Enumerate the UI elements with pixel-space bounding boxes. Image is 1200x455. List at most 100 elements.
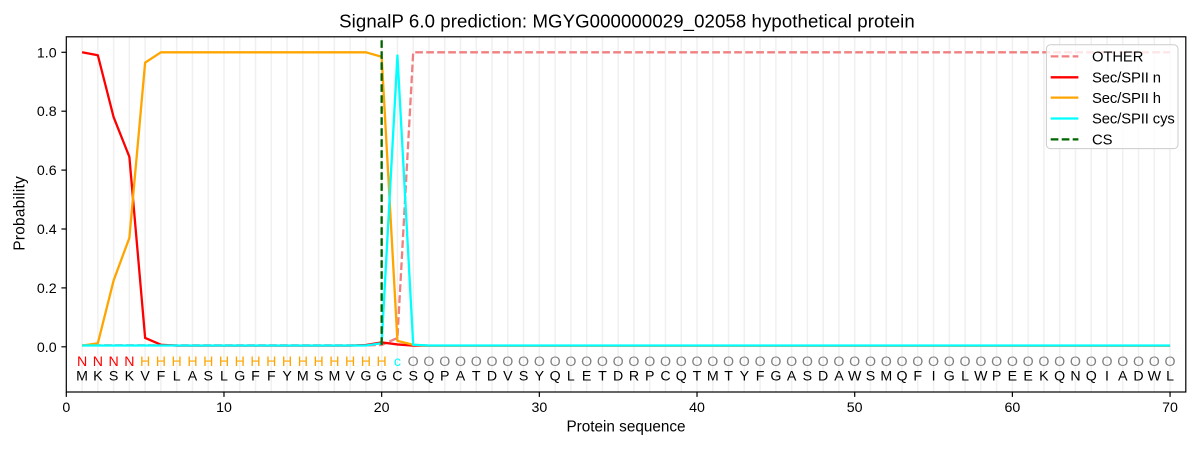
svg-text:O: O	[423, 354, 434, 370]
svg-text:V: V	[503, 368, 513, 384]
svg-text:T: T	[472, 368, 481, 384]
svg-text:Y: Y	[282, 368, 292, 384]
svg-text:L: L	[961, 368, 969, 384]
svg-text:O: O	[786, 354, 797, 370]
svg-text:Y: Y	[740, 368, 750, 384]
svg-text:O: O	[550, 354, 561, 370]
svg-text:20: 20	[374, 400, 390, 416]
svg-text:N: N	[93, 354, 103, 370]
svg-text:CS: CS	[1092, 133, 1113, 149]
svg-text:O: O	[723, 354, 734, 370]
svg-text:W: W	[1148, 368, 1162, 384]
svg-text:O: O	[802, 354, 813, 370]
svg-text:O: O	[1165, 354, 1176, 370]
svg-text:O: O	[960, 354, 971, 370]
svg-text:0: 0	[62, 400, 70, 416]
svg-text:K: K	[93, 368, 103, 384]
svg-text:O: O	[991, 354, 1002, 370]
svg-text:Sec/SPII n: Sec/SPII n	[1092, 71, 1161, 87]
svg-text:K: K	[1039, 368, 1049, 384]
svg-text:K: K	[125, 368, 135, 384]
svg-text:Q: Q	[1054, 368, 1065, 384]
svg-text:F: F	[157, 368, 166, 384]
svg-text:O: O	[613, 354, 624, 370]
svg-text:O: O	[770, 354, 781, 370]
svg-text:H: H	[266, 354, 276, 370]
svg-text:D: D	[487, 368, 497, 384]
svg-text:G: G	[376, 368, 387, 384]
svg-text:70: 70	[1162, 400, 1178, 416]
svg-text:L: L	[567, 368, 575, 384]
svg-text:V: V	[345, 368, 355, 384]
svg-text:O: O	[1086, 354, 1097, 370]
svg-text:O: O	[1054, 354, 1065, 370]
svg-text:O: O	[518, 354, 529, 370]
svg-text:F: F	[756, 368, 765, 384]
svg-text:H: H	[345, 354, 355, 370]
svg-text:60: 60	[1004, 400, 1020, 416]
svg-text:L: L	[173, 368, 181, 384]
svg-text:I: I	[1105, 368, 1109, 384]
svg-text:H: H	[187, 354, 197, 370]
svg-text:O: O	[691, 354, 702, 370]
svg-text:F: F	[913, 368, 922, 384]
svg-text:0.4: 0.4	[37, 222, 57, 238]
svg-text:c: c	[394, 354, 401, 370]
svg-text:Protein sequence: Protein sequence	[566, 418, 685, 435]
svg-text:H: H	[377, 354, 387, 370]
svg-text:P: P	[992, 368, 1001, 384]
svg-text:50: 50	[847, 400, 863, 416]
svg-text:40: 40	[689, 400, 705, 416]
svg-text:O: O	[912, 354, 923, 370]
svg-text:T: T	[693, 368, 702, 384]
svg-text:0.6: 0.6	[37, 163, 57, 179]
svg-text:Y: Y	[535, 368, 545, 384]
svg-text:O: O	[534, 354, 545, 370]
svg-text:O: O	[644, 354, 655, 370]
svg-text:S: S	[203, 368, 212, 384]
svg-text:H: H	[282, 354, 292, 370]
svg-text:OTHER: OTHER	[1092, 50, 1143, 66]
svg-text:O: O	[455, 354, 466, 370]
svg-text:M: M	[76, 368, 88, 384]
svg-text:D: D	[818, 368, 828, 384]
svg-text:S: S	[519, 368, 528, 384]
svg-text:O: O	[628, 354, 639, 370]
svg-text:A: A	[188, 368, 198, 384]
svg-text:O: O	[439, 354, 450, 370]
svg-text:O: O	[408, 354, 419, 370]
svg-text:D: D	[1133, 368, 1143, 384]
svg-text:O: O	[1133, 354, 1144, 370]
svg-text:Q: Q	[676, 368, 687, 384]
svg-text:H: H	[361, 354, 371, 370]
svg-text:H: H	[140, 354, 150, 370]
svg-text:O: O	[660, 354, 671, 370]
svg-text:S: S	[109, 368, 118, 384]
svg-text:S: S	[866, 368, 875, 384]
svg-text:Q: Q	[896, 368, 907, 384]
svg-text:M: M	[328, 368, 340, 384]
svg-text:Q: Q	[1086, 368, 1097, 384]
svg-text:H: H	[250, 354, 260, 370]
svg-text:G: G	[770, 368, 781, 384]
svg-text:N: N	[124, 354, 134, 370]
svg-text:O: O	[581, 354, 592, 370]
svg-text:T: T	[598, 368, 607, 384]
svg-text:P: P	[440, 368, 449, 384]
svg-text:L: L	[220, 368, 228, 384]
svg-text:M: M	[880, 368, 892, 384]
svg-text:O: O	[1101, 354, 1112, 370]
svg-text:S: S	[408, 368, 417, 384]
svg-text:E: E	[1008, 368, 1017, 384]
svg-text:V: V	[140, 368, 150, 384]
svg-text:A: A	[787, 368, 797, 384]
svg-text:Q: Q	[423, 368, 434, 384]
svg-text:O: O	[471, 354, 482, 370]
svg-text:N: N	[108, 354, 118, 370]
svg-text:O: O	[1117, 354, 1128, 370]
svg-text:G: G	[360, 368, 371, 384]
svg-text:1.0: 1.0	[37, 45, 57, 61]
svg-text:R: R	[629, 368, 639, 384]
svg-text:A: A	[1118, 368, 1128, 384]
svg-text:D: D	[613, 368, 623, 384]
